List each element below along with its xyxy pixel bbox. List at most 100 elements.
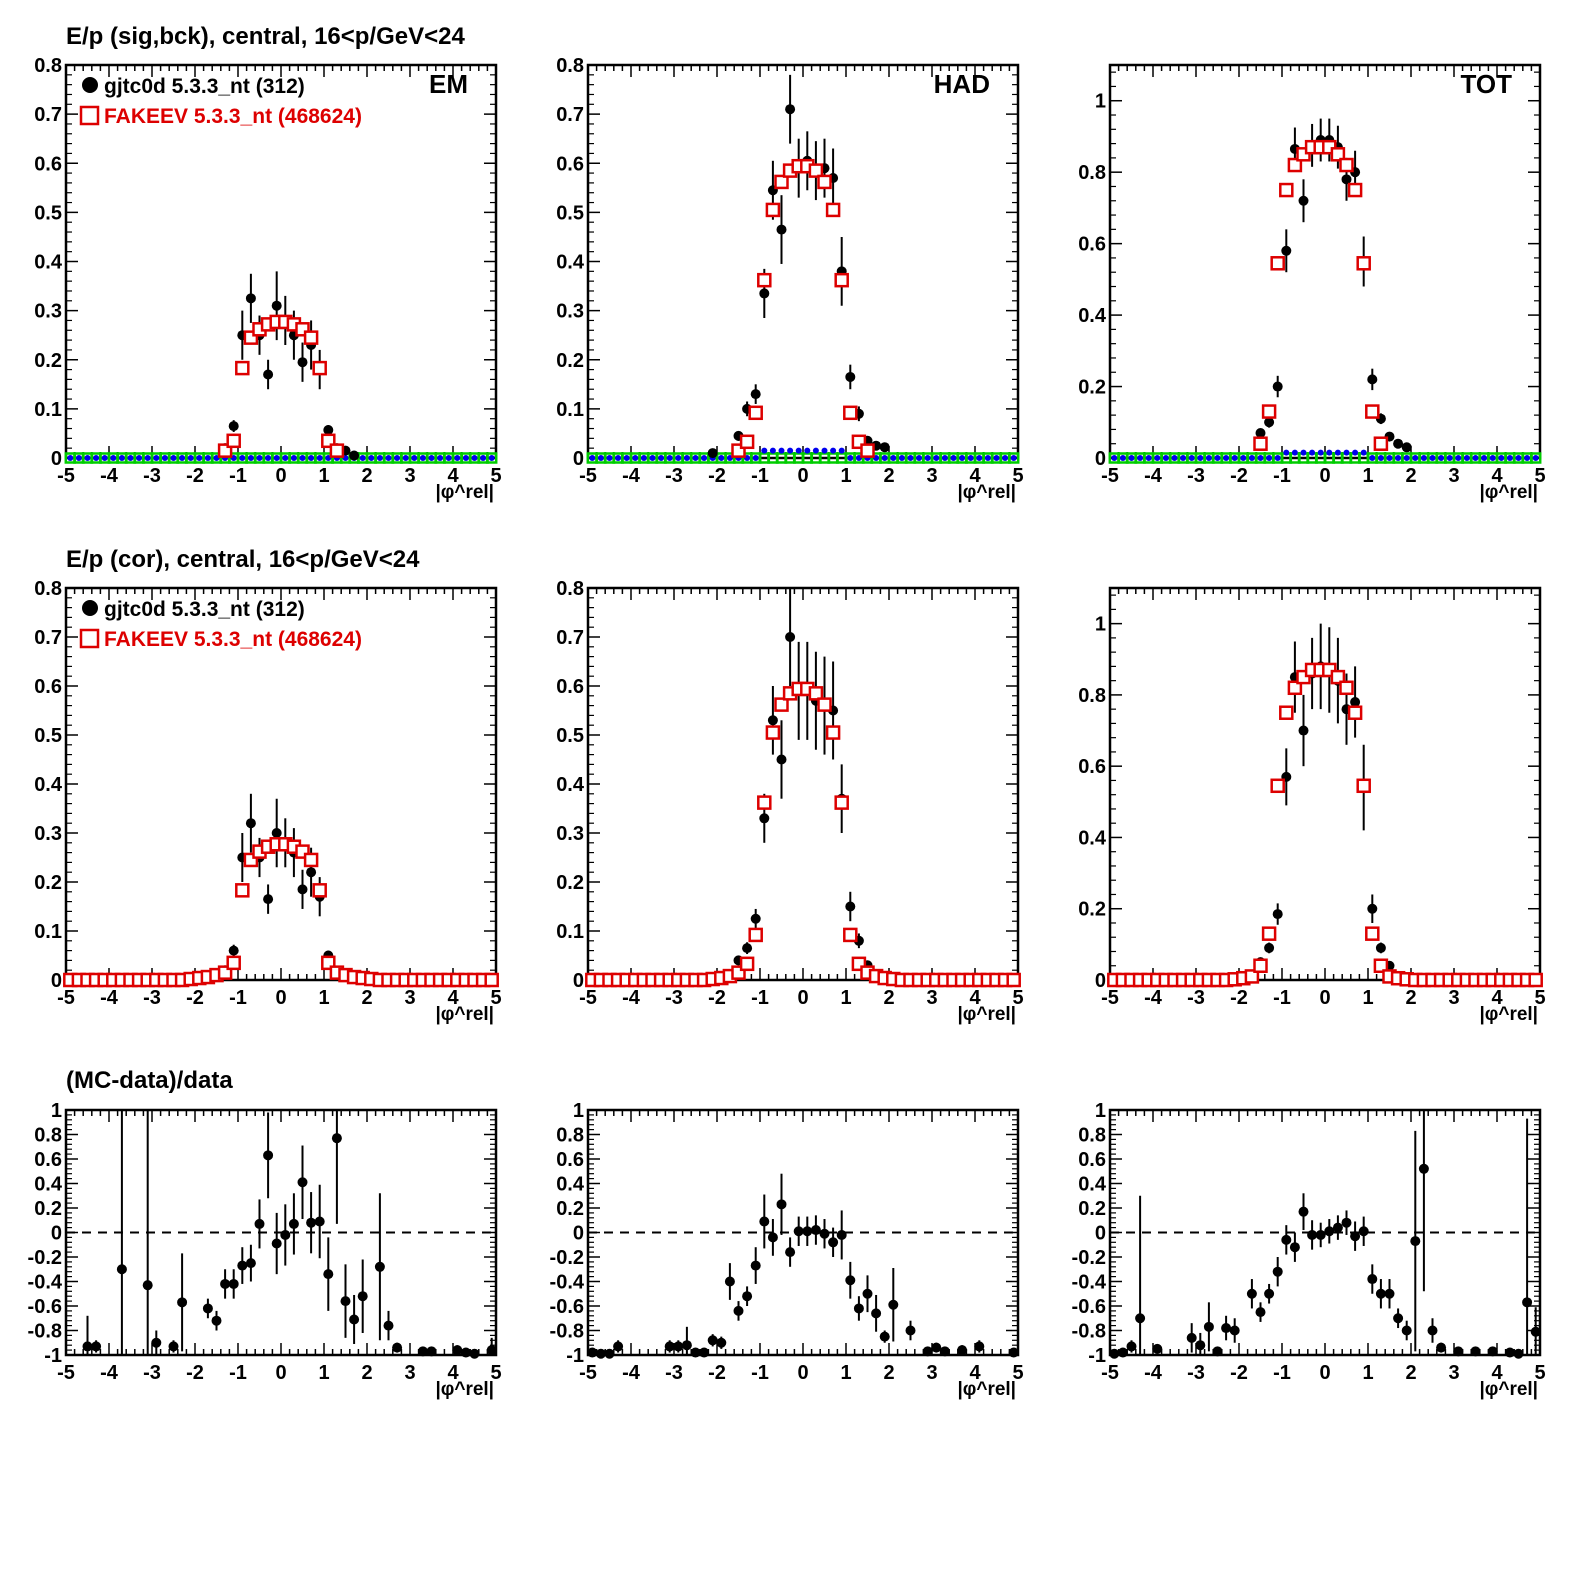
y-tick-label: 0.2 <box>34 1198 62 1220</box>
data-point <box>1264 417 1275 428</box>
background-data-marker <box>179 455 186 461</box>
mc-point <box>860 443 875 458</box>
y-tick-label: 0.4 <box>556 1174 585 1196</box>
background-data-marker <box>437 455 444 461</box>
background-data-marker <box>93 455 100 461</box>
background-data-marker <box>1309 449 1316 456</box>
background-data-marker <box>256 455 263 461</box>
x-tick-label: 2 <box>1405 987 1416 1009</box>
data-series <box>1109 1110 1541 1359</box>
background-data-marker <box>273 455 280 461</box>
background-mc-marker <box>1007 452 1020 464</box>
data-point <box>1221 1323 1232 1334</box>
data-point <box>767 1232 778 1243</box>
background-data-marker <box>247 455 254 461</box>
background-data-marker <box>950 455 957 461</box>
background-data-marker <box>701 455 708 461</box>
x-tick-label: -5 <box>1101 465 1119 487</box>
data-point <box>357 1291 368 1302</box>
background-data-marker <box>376 455 383 461</box>
background-data-marker <box>787 447 794 454</box>
data-point <box>1255 427 1266 438</box>
legend-data-label: gjtc0d 5.3.3_nt (312) <box>104 75 305 98</box>
data-series <box>82 1110 497 1359</box>
x-tick-label: -1 <box>751 1362 769 1384</box>
mc-point <box>757 272 772 288</box>
data-point <box>862 1288 873 1299</box>
background-data-marker <box>1162 455 1169 461</box>
data-point <box>228 421 239 432</box>
x-tick-label: 2 <box>883 987 894 1009</box>
y-tick-label: 1 <box>1095 614 1106 636</box>
data-point <box>699 1347 710 1358</box>
y-tick-label: 0.7 <box>556 104 584 126</box>
background-data-marker <box>1489 455 1496 461</box>
background-data-marker <box>161 455 168 461</box>
x-tick-label: 3 <box>404 1362 415 1384</box>
data-point <box>271 300 282 311</box>
mc-point <box>739 434 755 450</box>
legend-mc-label: FAKEEV 5.3.3_nt (468624) <box>104 628 362 651</box>
data-point <box>323 1269 334 1280</box>
y-tick-label: -0.2 <box>550 1247 584 1269</box>
background-data-marker <box>1188 455 1195 461</box>
x-tick-label: -4 <box>100 1362 119 1384</box>
mc-series <box>63 837 499 988</box>
data-point <box>690 1347 701 1358</box>
data-point <box>349 1314 360 1325</box>
data-point <box>1281 245 1292 256</box>
data-point <box>177 1297 188 1308</box>
mc-point <box>235 360 250 376</box>
data-point <box>1298 1206 1309 1217</box>
background-data-marker <box>1377 455 1384 461</box>
mc-point <box>1253 958 1268 973</box>
background-data-marker <box>589 455 596 461</box>
data-point <box>845 371 856 382</box>
y-tick-label: 0.3 <box>34 823 62 845</box>
data-point <box>1298 195 1309 206</box>
data-point <box>750 1260 761 1271</box>
x-tick-label: 0 <box>797 987 808 1009</box>
x-tick-label: -3 <box>1187 465 1205 487</box>
background-data-marker <box>394 455 401 461</box>
y-tick-label: -0.8 <box>1072 1321 1106 1343</box>
background-data-marker <box>127 455 134 461</box>
background-data-marker <box>1291 449 1298 456</box>
x-tick-label: 2 <box>361 465 372 487</box>
x-axis-label: |φ^rel| <box>435 1004 494 1025</box>
background-data-marker <box>640 455 647 461</box>
background-data-marker <box>752 455 759 461</box>
background-data-marker <box>1524 455 1531 461</box>
y-tick-label: 0.7 <box>34 104 62 126</box>
x-tick-label: -4 <box>100 465 119 487</box>
background-mc-marker <box>1529 452 1542 464</box>
data-point <box>306 867 317 878</box>
x-tick-label: -3 <box>143 987 161 1009</box>
data-point <box>314 1216 325 1227</box>
mc-point <box>1365 926 1380 941</box>
y-tick-label: 0.7 <box>556 627 584 649</box>
y-tick-label: 0.1 <box>34 921 62 943</box>
y-tick-label: 0 <box>573 448 584 470</box>
background-data-marker <box>933 455 940 461</box>
y-tick-label: 0.2 <box>34 872 62 894</box>
mc-point <box>1006 972 1021 988</box>
y-tick-label: -0.8 <box>28 1321 62 1343</box>
y-tick-label: 0.1 <box>556 399 584 421</box>
data-point <box>297 357 308 368</box>
x-tick-label: 2 <box>361 987 372 1009</box>
x-tick-label: -2 <box>186 1362 204 1384</box>
background-baseline-markers <box>64 452 498 464</box>
y-tick-label: 0.2 <box>1078 1198 1106 1220</box>
y-tick-label: -0.4 <box>1072 1272 1107 1294</box>
data-point <box>254 1218 265 1229</box>
data-point <box>776 224 787 235</box>
x-tick-label: -2 <box>1230 1362 1248 1384</box>
x-tick-label: -2 <box>1230 987 1248 1009</box>
background-data-marker <box>144 455 151 461</box>
x-tick-label: 5 <box>1534 1362 1545 1384</box>
mc-point <box>1356 256 1371 271</box>
background-data-marker <box>488 455 495 461</box>
data-point <box>793 1226 804 1237</box>
x-axis-label: |φ^rel| <box>435 1379 494 1400</box>
